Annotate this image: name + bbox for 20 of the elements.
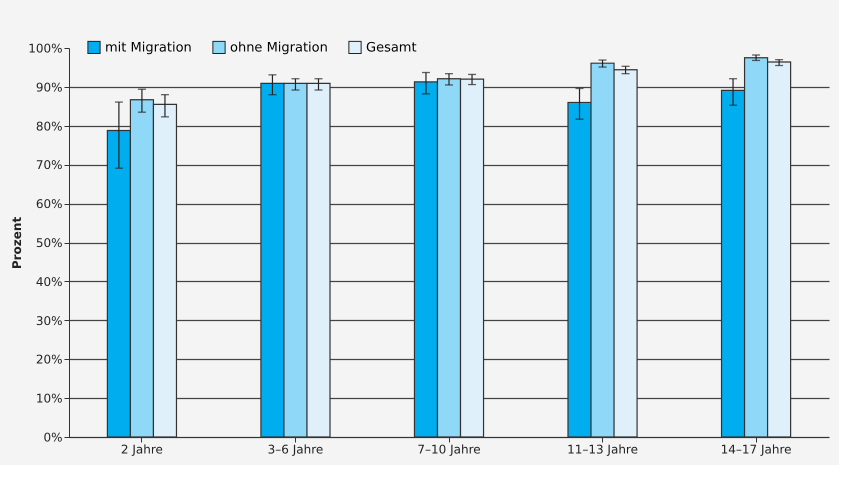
- legend-label: ohne Migration: [230, 40, 328, 56]
- x-tick-label: 3–6 Jahre: [268, 442, 324, 456]
- x-tick-label: 2 Jahre: [120, 442, 163, 456]
- x-tick-label: 14–17 Jahre: [720, 442, 792, 456]
- y-tick-label: 30%: [36, 314, 62, 328]
- legend-label: Gesamt: [366, 40, 417, 56]
- y-tick-label: 70%: [36, 158, 62, 172]
- y-tick-label: 0%: [43, 430, 62, 444]
- y-tick-label: 90%: [36, 80, 62, 94]
- y-tick-label: 100%: [28, 42, 62, 56]
- x-tick-label: 7–10 Jahre: [417, 442, 481, 456]
- x-tick-label: 11–13 Jahre: [567, 442, 638, 456]
- y-axis-title: Prozent: [10, 216, 24, 270]
- y-tick-label: 10%: [36, 392, 62, 406]
- legend-label: mit Migration: [105, 40, 192, 56]
- y-tick-label: 60%: [36, 197, 62, 212]
- y-tick-label: 80%: [36, 119, 62, 134]
- y-tick-label: 40%: [36, 274, 62, 289]
- y-tick-label: 20%: [36, 352, 62, 367]
- y-tick-label: 50%: [36, 236, 62, 250]
